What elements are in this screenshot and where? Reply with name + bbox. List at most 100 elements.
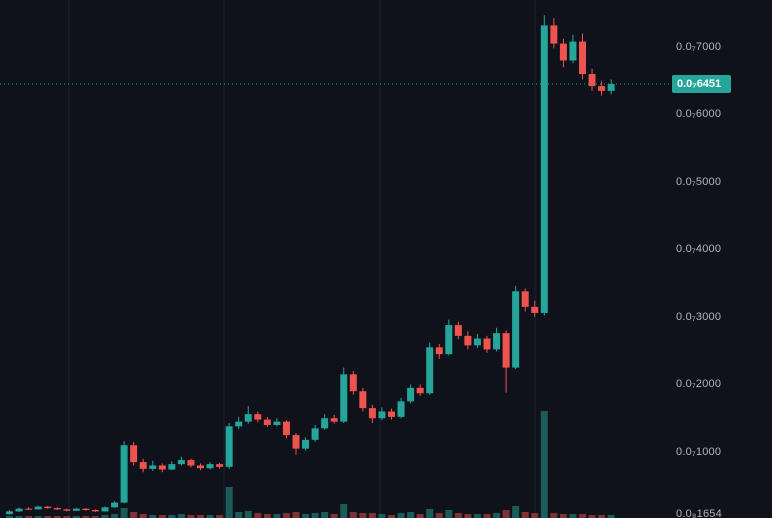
- candle-body: [579, 41, 586, 74]
- volume-bar: [72, 516, 80, 518]
- volume-bar: [111, 514, 119, 518]
- candle-body: [321, 418, 329, 429]
- volume-bar: [120, 508, 128, 518]
- volume-bar: [292, 512, 300, 518]
- candle-body: [216, 464, 224, 467]
- volume-bar: [407, 512, 415, 518]
- volume-bar: [158, 515, 166, 518]
- candle-body: [445, 325, 453, 355]
- candle-body: [473, 338, 481, 346]
- volume-bar: [349, 512, 357, 518]
- volume-bar: [502, 510, 510, 518]
- volume-bar: [321, 512, 329, 518]
- volume-bar: [493, 513, 501, 518]
- candle-body: [330, 418, 338, 422]
- volume-bar: [225, 487, 233, 518]
- volume-bar: [521, 512, 529, 518]
- candle-body: [349, 374, 357, 392]
- candle-body: [34, 506, 42, 510]
- volume-bar: [53, 516, 61, 518]
- candle-body: [187, 460, 195, 466]
- candle-body: [588, 73, 596, 87]
- price-axis-label: 0.0₇7000: [676, 40, 722, 53]
- candle-body: [225, 426, 233, 467]
- volume-bar: [25, 516, 33, 518]
- current-price-label: 0.0₇6451: [672, 75, 732, 94]
- volume-bar: [149, 515, 157, 518]
- volume-bar: [187, 515, 195, 518]
- volume-bar: [397, 513, 405, 518]
- candle-body: [435, 347, 443, 355]
- volume-bar: [607, 515, 615, 518]
- volume-bar: [282, 513, 290, 518]
- candle-body: [464, 335, 472, 346]
- candle-body: [311, 428, 319, 440]
- volume-bar: [197, 515, 204, 518]
- volume-bar: [531, 513, 539, 518]
- price-axis-label: 0.0₇4000: [676, 243, 722, 256]
- candle-body: [292, 435, 300, 449]
- candle-body: [502, 333, 510, 368]
- candle-body: [368, 408, 376, 419]
- volume-bar: [302, 514, 310, 518]
- volume-bar: [598, 515, 606, 518]
- volume-bar: [464, 514, 472, 518]
- grid-layer: [68, 0, 536, 518]
- volume-bar: [559, 514, 567, 518]
- candle-body: [235, 421, 243, 427]
- volume-bar: [6, 516, 13, 518]
- volume-bar: [588, 515, 596, 518]
- candle-body: [139, 462, 147, 469]
- candle-body: [340, 374, 348, 422]
- price-axis-label: 0.0₇6000: [676, 108, 722, 121]
- price-axis[interactable]: 0.0₇7000 0.0₇6000 0.0₇5000 0.0₇4000 0.0₇3000…: [672, 0, 772, 518]
- candle-body: [111, 502, 119, 508]
- volume-bar: [330, 514, 338, 518]
- volume-bar: [445, 510, 453, 518]
- candle-body: [493, 333, 501, 350]
- candle-body: [426, 347, 434, 394]
- volume-bar: [273, 514, 281, 518]
- volume-bar: [512, 506, 520, 518]
- candle-body: [359, 391, 367, 409]
- volume-bar: [235, 512, 243, 518]
- candle-body: [416, 387, 424, 394]
- price-axis-label: 0.0₇5000: [676, 175, 722, 188]
- volume-bar: [63, 516, 71, 518]
- candle-body: [282, 421, 290, 436]
- volume-layer: [6, 411, 615, 518]
- volume-bar: [378, 514, 386, 518]
- candle-body: [6, 511, 13, 515]
- volume-bar: [540, 411, 548, 518]
- volume-bar: [254, 513, 262, 518]
- candle-body: [206, 464, 214, 469]
- volume-bar: [82, 516, 90, 518]
- volume-bar: [435, 513, 443, 518]
- candle-body: [44, 506, 52, 509]
- volume-bar: [216, 515, 224, 518]
- volume-bar: [168, 515, 176, 518]
- price-axis-label: 0.0₈1654: [676, 508, 722, 518]
- candle-body: [63, 509, 71, 511]
- candle-body: [454, 325, 462, 336]
- volume-bar: [426, 509, 434, 518]
- price-axis-label: 0.0₇1000: [676, 445, 722, 458]
- candle-body: [550, 25, 558, 44]
- candle-body: [531, 306, 539, 313]
- candle-body: [101, 507, 109, 512]
- volume-bar: [388, 515, 395, 518]
- candle-body: [521, 291, 529, 307]
- volume-bar: [340, 504, 348, 518]
- candle-body: [158, 465, 166, 470]
- candle-body: [53, 508, 61, 510]
- volume-bar: [483, 514, 491, 518]
- candle-body: [397, 401, 405, 417]
- candle-body: [91, 510, 99, 512]
- candle-body: [130, 445, 138, 463]
- candle-body: [149, 465, 157, 469]
- volume-bar: [569, 514, 577, 518]
- volume-bar: [130, 512, 138, 518]
- candle-body: [72, 508, 80, 511]
